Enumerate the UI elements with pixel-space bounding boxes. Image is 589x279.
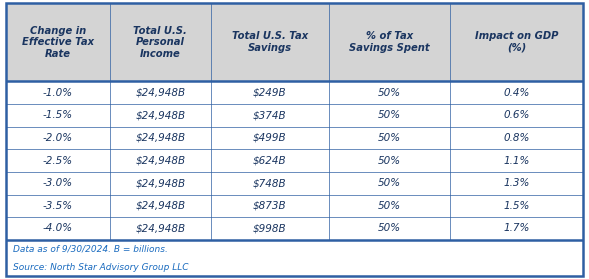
Text: Data as of 9/30/2024. B = billions.: Data as of 9/30/2024. B = billions.: [13, 244, 168, 253]
Text: Total U.S.
Personal
Income: Total U.S. Personal Income: [134, 25, 187, 59]
Text: $24,948B: $24,948B: [135, 88, 186, 98]
Text: -3.0%: -3.0%: [43, 178, 73, 188]
Text: 50%: 50%: [378, 110, 401, 120]
Text: 50%: 50%: [378, 88, 401, 98]
Text: $748B: $748B: [253, 178, 287, 188]
Text: Total U.S. Tax
Savings: Total U.S. Tax Savings: [232, 31, 308, 53]
Text: -2.5%: -2.5%: [43, 156, 73, 166]
Text: % of Tax
Savings Spent: % of Tax Savings Spent: [349, 31, 430, 53]
Bar: [6, 3, 583, 81]
Text: 50%: 50%: [378, 156, 401, 166]
Text: -1.0%: -1.0%: [43, 88, 73, 98]
Text: $24,948B: $24,948B: [135, 201, 186, 211]
Text: $624B: $624B: [253, 156, 287, 166]
Text: 0.4%: 0.4%: [504, 88, 530, 98]
Bar: [6, 81, 583, 240]
Text: $873B: $873B: [253, 201, 287, 211]
Text: 50%: 50%: [378, 178, 401, 188]
Text: -3.5%: -3.5%: [43, 201, 73, 211]
Text: 1.5%: 1.5%: [504, 201, 530, 211]
Text: 1.7%: 1.7%: [504, 223, 530, 234]
Text: Change in
Effective Tax
Rate: Change in Effective Tax Rate: [22, 25, 94, 59]
Text: 1.1%: 1.1%: [504, 156, 530, 166]
Text: $998B: $998B: [253, 223, 287, 234]
Text: $24,948B: $24,948B: [135, 110, 186, 120]
Text: -2.0%: -2.0%: [43, 133, 73, 143]
Bar: [6, 240, 583, 276]
Text: $24,948B: $24,948B: [135, 133, 186, 143]
Text: $24,948B: $24,948B: [135, 223, 186, 234]
Text: 50%: 50%: [378, 201, 401, 211]
Text: Impact on GDP
(%): Impact on GDP (%): [475, 31, 558, 53]
Text: $374B: $374B: [253, 110, 287, 120]
Text: 0.6%: 0.6%: [504, 110, 530, 120]
Text: 50%: 50%: [378, 223, 401, 234]
Text: Source: North Star Advisory Group LLC: Source: North Star Advisory Group LLC: [13, 263, 188, 271]
Text: 0.8%: 0.8%: [504, 133, 530, 143]
Text: -4.0%: -4.0%: [43, 223, 73, 234]
Text: $249B: $249B: [253, 88, 287, 98]
Text: $499B: $499B: [253, 133, 287, 143]
Text: 50%: 50%: [378, 133, 401, 143]
Text: -1.5%: -1.5%: [43, 110, 73, 120]
Text: $24,948B: $24,948B: [135, 156, 186, 166]
Text: $24,948B: $24,948B: [135, 178, 186, 188]
Text: 1.3%: 1.3%: [504, 178, 530, 188]
